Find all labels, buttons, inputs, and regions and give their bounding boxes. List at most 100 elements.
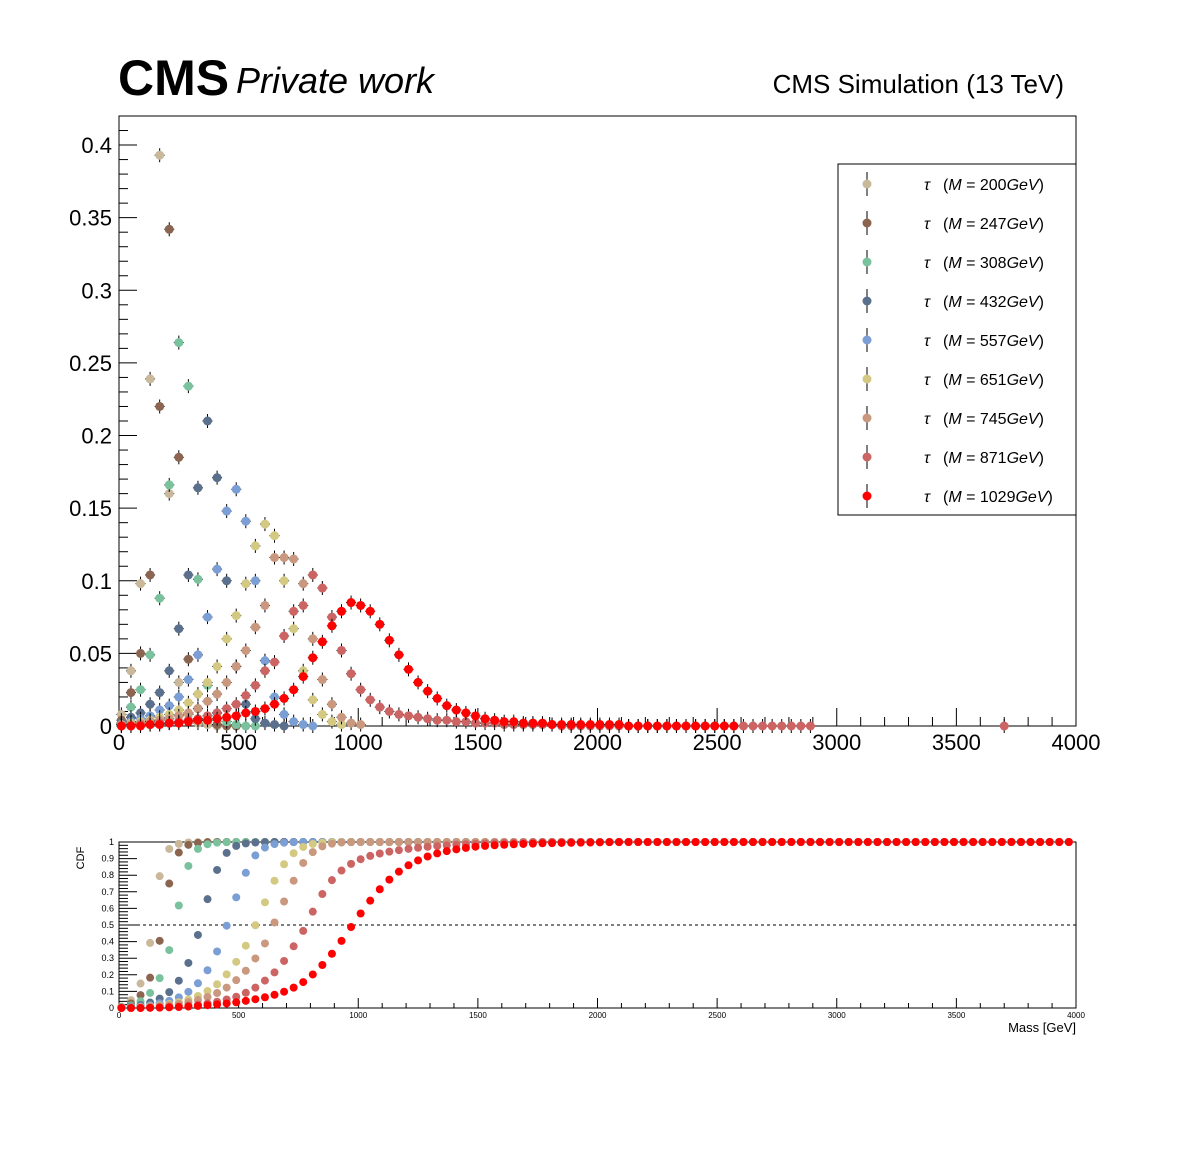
main-data-point	[671, 721, 681, 731]
main-data-point	[691, 721, 701, 731]
cdf-data-point	[174, 1003, 183, 1012]
cdf-data-point	[729, 838, 738, 846]
cdf-data-point	[289, 838, 298, 847]
cdf-data-point	[615, 838, 624, 846]
main-data-point	[155, 720, 165, 730]
legend-entry: τ (M = 557GeV)	[924, 333, 1044, 350]
main-data-point	[193, 483, 203, 493]
main-data-point	[183, 698, 193, 708]
cdf-data-point	[796, 838, 805, 846]
cdf-data-point	[289, 942, 298, 951]
main-data-point	[212, 564, 222, 574]
main-data-point	[174, 692, 184, 702]
main-data-point	[700, 721, 710, 731]
cdf-y-tick-label: 0.2	[101, 970, 114, 980]
cdf-data-point	[251, 838, 260, 847]
cdf-data-point	[442, 841, 451, 850]
main-data-point	[222, 506, 232, 516]
cdf-data-point	[193, 1001, 202, 1010]
main-data-point	[327, 699, 337, 709]
cdf-data-point	[710, 838, 719, 846]
main-data-point	[174, 624, 184, 634]
main-data-point	[145, 374, 155, 384]
main-data-point	[231, 484, 241, 494]
main-data-point	[164, 224, 174, 234]
cdf-data-point	[930, 838, 939, 846]
cdf-data-point	[835, 838, 844, 846]
main-x-tick-label: 4000	[1052, 730, 1101, 755]
cdf-data-point	[662, 838, 671, 846]
cdf-data-point	[184, 840, 193, 849]
cdf-data-point	[394, 867, 403, 876]
main-data-point	[203, 612, 213, 622]
cdf-data-point	[701, 838, 710, 846]
cdf-data-point	[299, 978, 308, 987]
main-data-point	[604, 720, 614, 730]
main-data-point	[270, 657, 280, 667]
main-data-point	[231, 611, 241, 621]
cdf-data-point	[174, 976, 183, 985]
cdf-data-point	[203, 840, 212, 849]
main-data-point	[327, 612, 337, 622]
main-data-point	[499, 717, 509, 727]
cdf-data-point	[117, 1004, 126, 1012]
main-data-point	[346, 598, 356, 608]
main-data-point	[279, 631, 289, 641]
main-data-point	[337, 606, 347, 616]
main-data-point	[231, 661, 241, 671]
main-data-point	[365, 695, 375, 705]
cdf-data-point	[222, 999, 231, 1008]
private-work-label: Private work	[236, 60, 436, 101]
cdf-data-point	[586, 838, 595, 847]
main-y-tick-label: 0.4	[81, 133, 112, 158]
cdf-x-tick-label: 500	[232, 1011, 246, 1020]
cdf-data-point	[605, 838, 614, 847]
cdf-data-point	[222, 921, 231, 930]
main-data-point	[260, 718, 270, 728]
cdf-data-point	[260, 976, 269, 985]
main-data-point	[346, 718, 356, 728]
main-data-point	[136, 579, 146, 589]
cdf-data-point	[892, 838, 901, 846]
main-data-point	[164, 489, 174, 499]
main-data-point	[470, 711, 480, 721]
cdf-data-point	[356, 909, 365, 918]
cdf-data-point	[318, 842, 327, 851]
main-data-point	[222, 704, 232, 714]
cdf-data-point	[241, 988, 250, 997]
main-data-point	[423, 686, 433, 696]
cdf-data-point	[289, 876, 298, 885]
cdf-data-point	[356, 855, 365, 864]
main-data-point	[126, 666, 136, 676]
main-y-tick-label: 0.25	[69, 351, 112, 376]
cdf-data-point	[203, 966, 212, 975]
cdf-data-point	[595, 838, 604, 847]
cdf-data-point	[146, 973, 155, 982]
cdf-data-point	[165, 946, 174, 955]
legend-marker	[862, 335, 872, 345]
main-data-point	[337, 645, 347, 655]
cdf-data-point	[1055, 838, 1064, 846]
main-data-point	[164, 666, 174, 676]
main-data-point	[155, 401, 165, 411]
cdf-data-point	[222, 983, 231, 992]
main-data-point	[155, 705, 165, 715]
simulation-label: CMS Simulation (13 TeV)	[773, 69, 1064, 99]
cdf-data-point	[232, 957, 241, 966]
cdf-data-point	[624, 838, 633, 846]
main-data-point	[595, 720, 605, 730]
main-data-point	[250, 622, 260, 632]
cdf-x-tick-label: 2500	[708, 1011, 726, 1020]
main-x-tick-label: 3000	[812, 730, 861, 755]
main-data-point	[250, 541, 260, 551]
cdf-data-point	[270, 990, 279, 999]
main-data-point	[289, 685, 299, 695]
cdf-data-point	[251, 954, 260, 963]
cdf-data-point	[1064, 838, 1073, 846]
cdf-data-point	[251, 983, 260, 992]
cdf-data-point	[911, 838, 920, 846]
main-data-point	[250, 714, 260, 724]
main-data-point	[662, 721, 672, 731]
cdf-data-points	[117, 838, 1073, 1012]
cdf-data-point	[184, 987, 193, 996]
